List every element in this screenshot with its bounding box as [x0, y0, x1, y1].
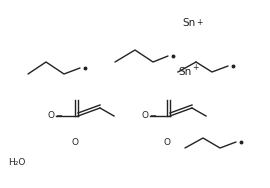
Text: +: +: [192, 64, 198, 73]
Text: O: O: [141, 111, 148, 121]
Text: O: O: [47, 111, 54, 121]
Text: Sn: Sn: [182, 18, 195, 28]
Text: O: O: [72, 138, 79, 147]
Text: +: +: [196, 18, 202, 27]
Text: −: −: [55, 111, 62, 120]
Text: H₂O: H₂O: [8, 158, 25, 167]
Text: O: O: [164, 138, 170, 147]
Text: Sn: Sn: [178, 67, 191, 77]
Text: −: −: [149, 111, 156, 120]
